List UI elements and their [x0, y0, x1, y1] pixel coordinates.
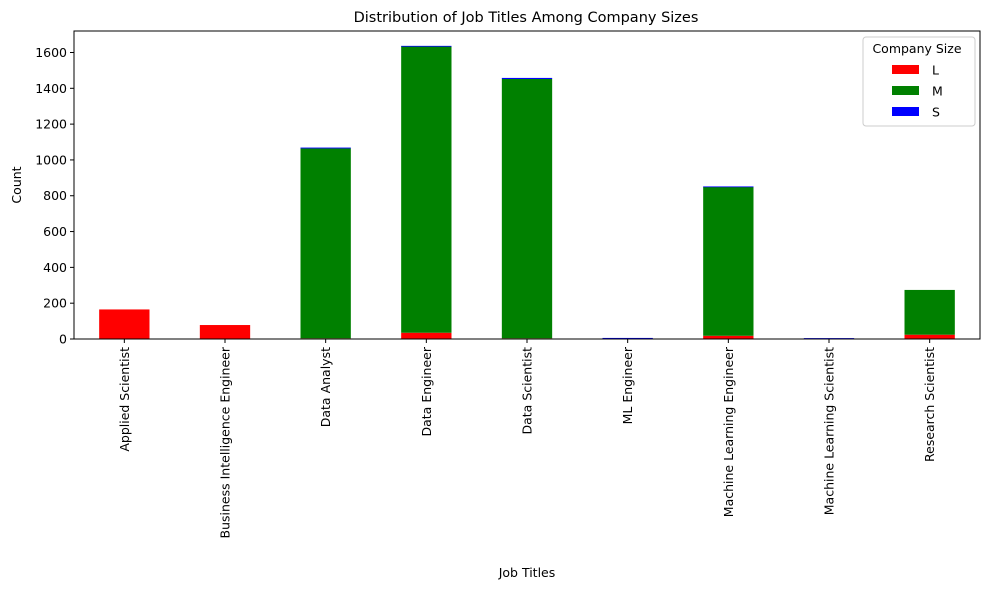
bars-layer: [99, 45, 955, 340]
y-tick-label-8: 1600: [35, 45, 67, 60]
bar-segment-M-4: [501, 78, 553, 339]
bar-segment-L-0: [99, 309, 150, 339]
x-tick-label-7: Machine Learning Scientist: [822, 347, 837, 515]
x-tick-label-5: ML Engineer: [620, 346, 635, 424]
plot-frame: [73, 30, 981, 340]
y-axis-label: Count: [9, 166, 24, 203]
bar-segment-M-8: [904, 289, 955, 335]
legend-swatch-M: [892, 86, 919, 95]
bar-segment-M-3: [401, 46, 452, 333]
x-axis-label: Job Titles: [498, 565, 556, 580]
legend-box: [862, 36, 976, 127]
bar-segment-S-6: [703, 186, 754, 188]
chart-title: Distribution of Job Titles Among Company…: [354, 10, 699, 26]
legend: Company Size LMS: [862, 36, 976, 127]
bar-segment-L-3: [401, 332, 452, 339]
bar-segment-S-2: [300, 147, 351, 149]
bar-segment-L-1: [199, 325, 251, 339]
bar-segment-S-5: [602, 337, 653, 339]
bar-segment-S-4: [501, 77, 553, 79]
x-tick-label-1: Business Intelligence Engineer: [218, 346, 233, 538]
y-tick-label-7: 1400: [35, 81, 67, 96]
bar-segment-M-6: [703, 186, 754, 336]
y-axis: 0 200 400 600 800 1000 1200 1400 1600: [35, 45, 74, 347]
bar-segment-M-2: [300, 148, 351, 339]
x-tick-label-4: Data Scientist: [520, 347, 535, 435]
legend-swatch-S: [892, 107, 919, 116]
legend-label-L: L: [932, 63, 939, 78]
y-tick-label-6: 1200: [35, 117, 67, 132]
y-tick-label-4: 800: [43, 188, 67, 203]
legend-label-M: M: [932, 84, 943, 99]
x-axis: Applied Scientist Business Intelligence E…: [117, 339, 937, 538]
x-tick-label-6: Machine Learning Engineer: [721, 346, 736, 517]
legend-title: Company Size: [872, 41, 961, 56]
x-tick-label-3: Data Engineer: [419, 346, 434, 436]
bar-segment-S-3: [401, 45, 452, 47]
bar-segment-L-8: [904, 334, 955, 339]
legend-swatch-L: [892, 65, 919, 74]
y-tick-label-5: 1000: [35, 152, 67, 167]
x-tick-label-2: Data Analyst: [318, 347, 333, 427]
y-tick-label-2: 400: [43, 260, 67, 275]
legend-label-S: S: [932, 105, 940, 120]
y-tick-label-0: 0: [59, 332, 67, 347]
x-tick-label-0: Applied Scientist: [117, 347, 132, 452]
y-tick-label-1: 200: [43, 296, 67, 311]
legend-entries: LMS: [892, 63, 943, 120]
bar-segment-L-6: [703, 335, 754, 339]
x-tick-label-8: Research Scientist: [922, 347, 937, 462]
y-tick-label-3: 600: [43, 224, 67, 239]
